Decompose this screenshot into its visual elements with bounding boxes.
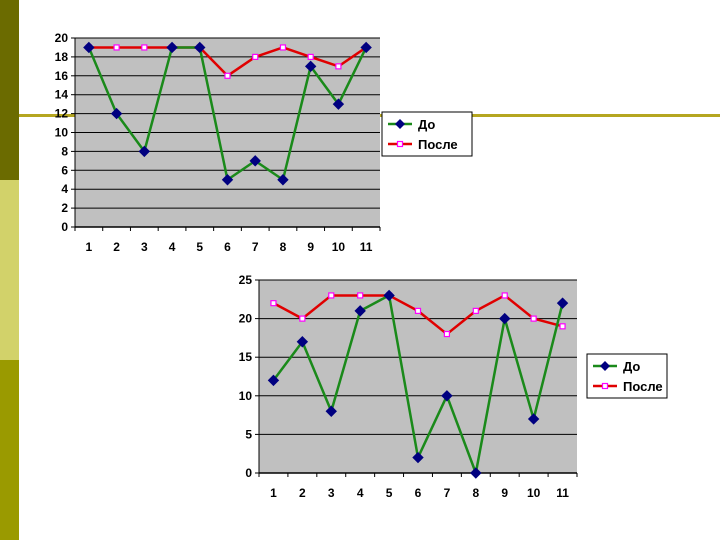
data-point-do	[83, 41, 95, 54]
data-point-posle	[328, 292, 335, 299]
x-tick-label: 8	[280, 240, 287, 254]
x-tick-label: 7	[252, 240, 259, 254]
chart-1-panel: 0 2 4 6 8 10 12 14 16 18 20 1 2 3 4 5 6 7 8 9 10 11 До После	[40, 30, 480, 262]
y-tick-label: 20	[239, 312, 253, 326]
data-point-posle	[559, 323, 566, 330]
sidebar-segment-bottom	[0, 360, 19, 540]
x-tick-label: 3	[328, 486, 335, 500]
y-tick-label: 5	[245, 427, 252, 441]
x-tick-label: 9	[307, 240, 314, 254]
data-point-do	[166, 41, 178, 54]
data-point-posle	[530, 315, 537, 322]
legend-box	[586, 353, 668, 399]
chart-2-svg: 0 5 10 15 20 25 1 2 3 4 5 6 7 8 9 10 11 До После	[239, 273, 668, 500]
data-point-posle	[307, 53, 314, 60]
x-tick-label: 2	[299, 486, 306, 500]
y-tick-label: 15	[239, 350, 253, 364]
x-tick-label: 10	[332, 240, 346, 254]
x-tick-label: 4	[357, 486, 364, 500]
data-point-do	[527, 413, 540, 425]
x-tick-label: 2	[113, 240, 120, 254]
chart-2-panel: 0 5 10 15 20 25 1 2 3 4 5 6 7 8 9 10 11 До После	[215, 268, 670, 510]
data-point-do	[412, 451, 424, 464]
x-tick-label: 5	[386, 486, 393, 500]
data-point-do	[138, 145, 151, 158]
data-point-do	[556, 297, 569, 309]
data-point-posle	[299, 315, 306, 322]
slide-sidebar-stripe	[0, 0, 19, 540]
data-point-posle	[357, 292, 364, 299]
data-point-do	[194, 41, 206, 54]
y-tick-label: 12	[55, 107, 69, 121]
data-point-do	[267, 374, 280, 387]
data-point-posle	[224, 72, 231, 79]
x-tick-label: 6	[224, 240, 231, 254]
y-tick-label: 25	[239, 273, 253, 287]
x-tick-label: 1	[270, 486, 277, 500]
data-point-do	[499, 312, 511, 325]
data-point-posle	[252, 53, 259, 60]
y-tick-label: 20	[55, 31, 69, 45]
y-tick-label: 4	[61, 182, 68, 196]
data-point-do	[304, 60, 317, 73]
data-point-do	[383, 289, 395, 302]
x-tick-label: 6	[415, 486, 422, 500]
y-tick-label: 0	[245, 466, 252, 480]
legend-label: После	[418, 137, 458, 152]
legend-swatch-marker	[600, 361, 610, 371]
sidebar-segment-middle	[0, 180, 19, 360]
x-tick-label: 8	[472, 486, 479, 500]
data-point-do	[354, 305, 366, 317]
x-tick-label: 9	[501, 486, 508, 500]
data-point-do	[332, 98, 345, 110]
y-tick-label: 16	[55, 69, 69, 83]
legend-swatch-marker	[395, 119, 405, 129]
data-point-do	[221, 174, 234, 186]
x-tick-label: 11	[556, 486, 569, 500]
legend-label: До	[623, 359, 640, 374]
data-point-do	[277, 174, 289, 186]
x-tick-label: 5	[196, 240, 203, 254]
data-point-do	[325, 405, 337, 417]
data-point-posle	[501, 292, 508, 299]
x-tick-label: 3	[141, 240, 148, 254]
data-point-posle	[472, 307, 479, 314]
data-point-posle	[279, 44, 287, 51]
y-tick-label: 6	[61, 163, 68, 177]
sidebar-segment-top	[0, 0, 19, 180]
data-point-posle	[335, 63, 342, 70]
data-point-posle	[443, 330, 451, 338]
y-tick-label: 18	[55, 50, 69, 64]
data-point-do	[249, 155, 261, 167]
y-tick-label: 14	[55, 88, 69, 102]
legend-box	[381, 111, 473, 157]
x-tick-label: 1	[86, 240, 93, 254]
x-tick-label: 11	[360, 240, 373, 254]
y-tick-label: 0	[61, 220, 68, 234]
data-point-posle	[414, 307, 422, 314]
legend-label: До	[418, 117, 435, 132]
data-point-do	[360, 41, 372, 54]
y-tick-label: 2	[61, 201, 68, 215]
legend-swatch-marker	[396, 140, 404, 148]
legend-swatch-marker	[601, 382, 609, 390]
data-point-posle	[141, 44, 148, 51]
legend-label: После	[623, 379, 663, 394]
x-tick-label: 4	[169, 240, 176, 254]
y-tick-label: 10	[55, 126, 69, 140]
x-tick-label: 7	[444, 486, 451, 500]
y-tick-label: 10	[239, 389, 253, 403]
data-point-do	[441, 390, 453, 402]
data-point-posle	[113, 44, 120, 51]
data-point-do	[110, 107, 123, 120]
data-point-do	[296, 336, 309, 348]
data-point-posle	[270, 300, 277, 307]
data-point-do	[470, 467, 482, 479]
y-tick-label: 8	[61, 144, 68, 158]
x-tick-label: 10	[527, 486, 541, 500]
